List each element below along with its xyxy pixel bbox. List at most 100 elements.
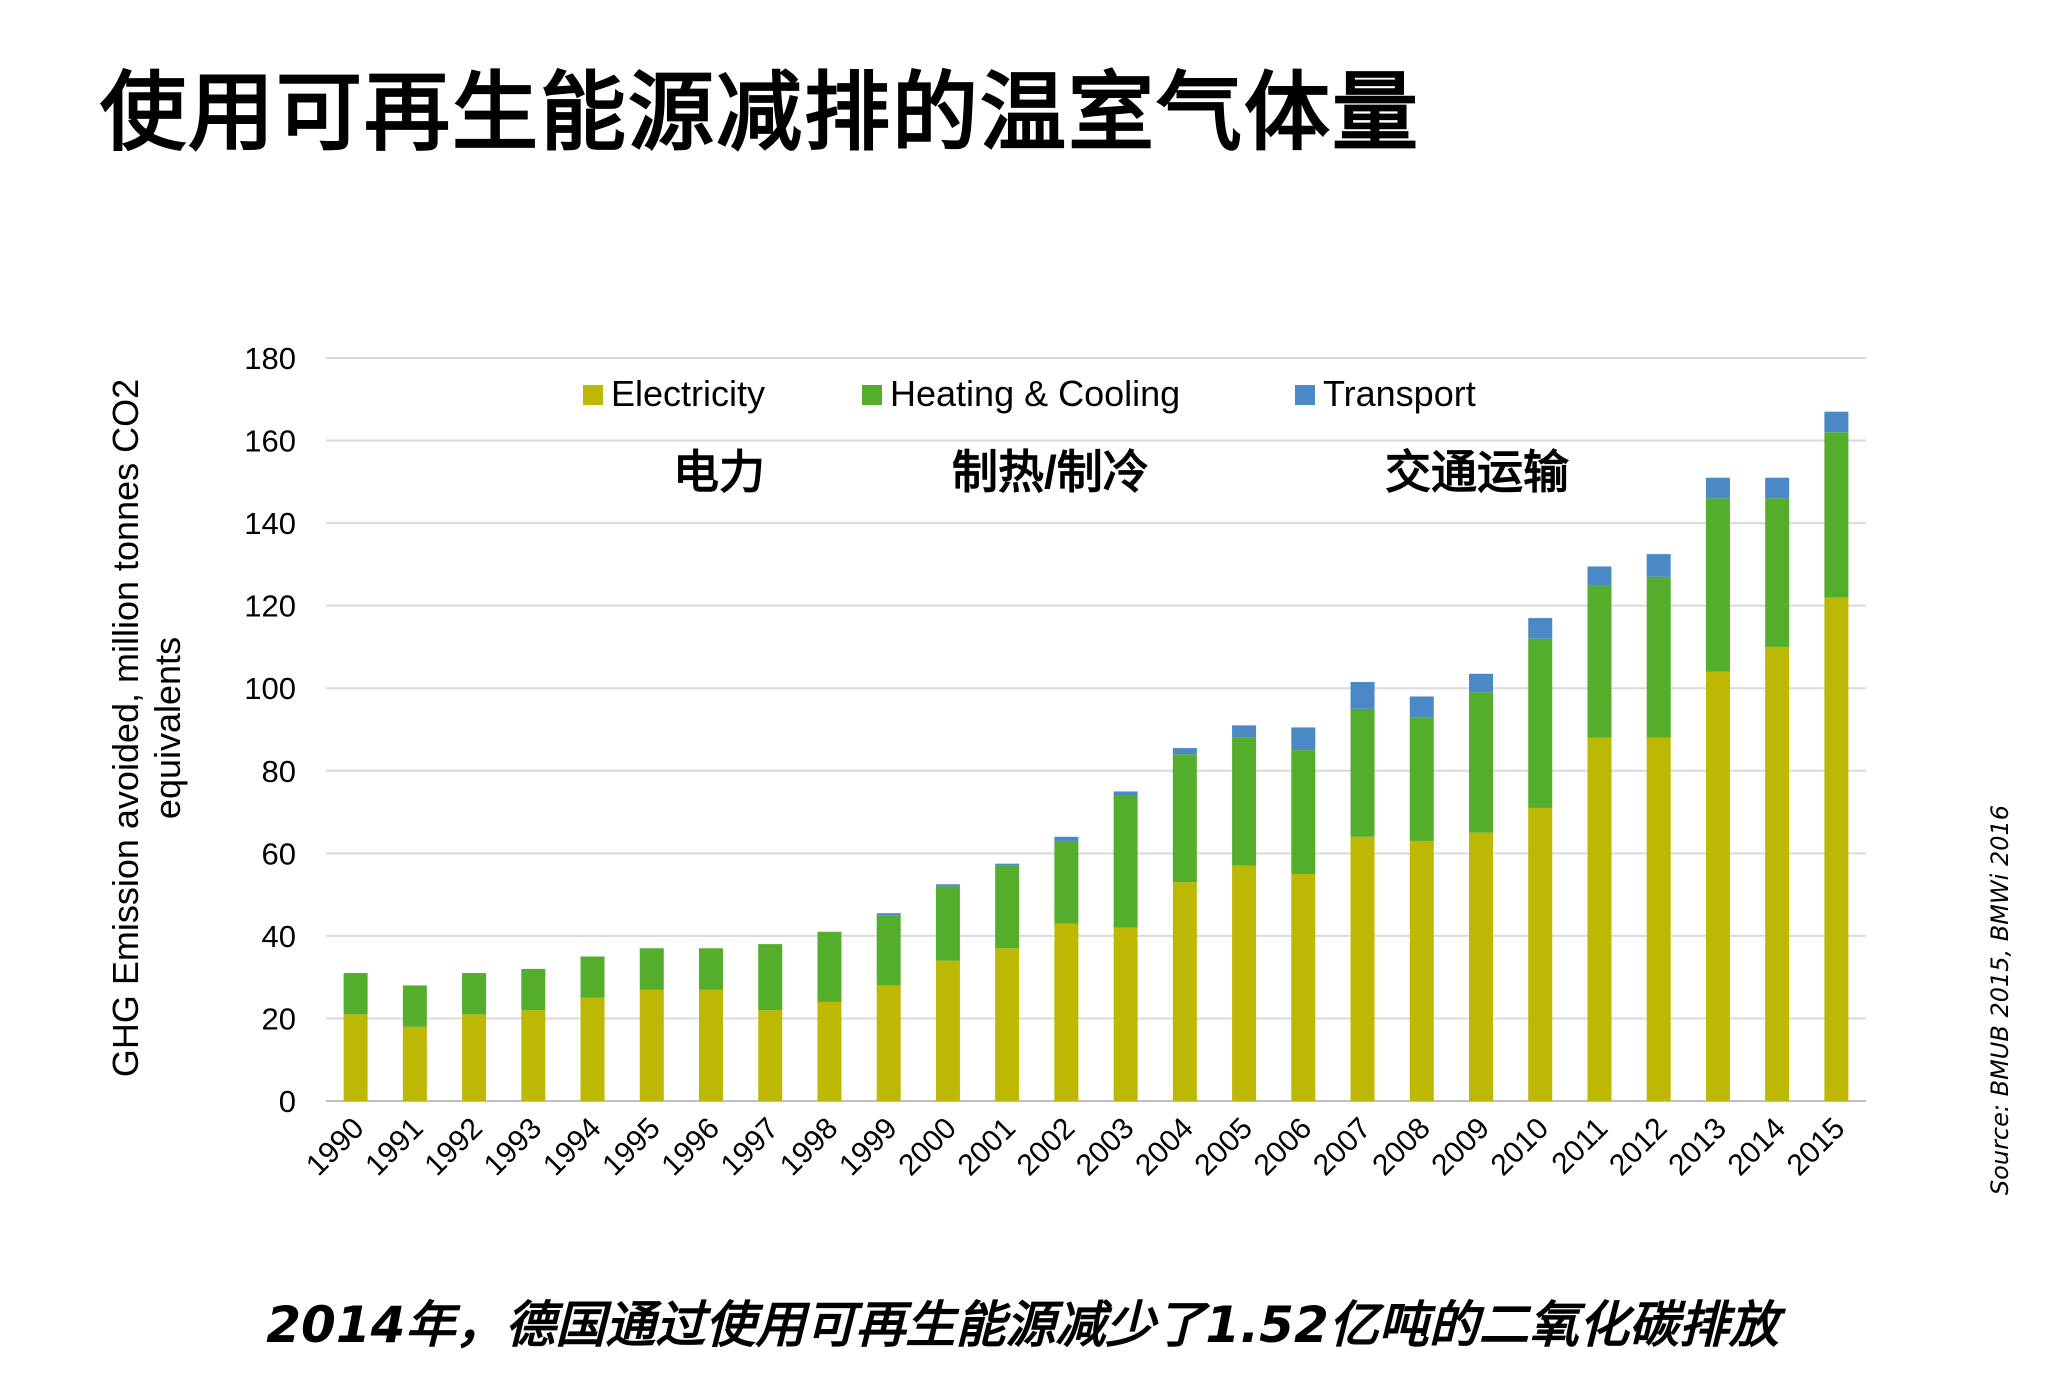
bar-segment (1232, 725, 1257, 738)
bar-segment (1409, 717, 1434, 841)
bar-segment (817, 931, 842, 1002)
bar-segment (462, 1014, 487, 1101)
x-tick-label: 1997 (715, 1112, 786, 1183)
y-tick-label: 180 (244, 341, 296, 376)
x-tick-label: 2001 (952, 1112, 1023, 1183)
bar-segment (343, 1014, 368, 1101)
bar-segment (639, 948, 664, 990)
y-tick-label: 60 (262, 836, 296, 871)
bar-segment (462, 973, 487, 1015)
bar-segment (1765, 646, 1790, 1101)
bar-segment (1528, 618, 1553, 639)
bar-segment (758, 944, 783, 1011)
legend-label: Electricity (611, 373, 765, 414)
bar-segment (1113, 791, 1138, 796)
bar-segment (1469, 832, 1493, 1101)
bar-segment (1528, 807, 1553, 1101)
x-tick-label: 2009 (1425, 1112, 1496, 1183)
x-tick-label: 2002 (1011, 1112, 1082, 1183)
legend-swatch (583, 385, 603, 405)
bar-segment (1528, 638, 1553, 808)
x-tick-label: 1995 (596, 1112, 667, 1183)
page-title: 使用可再生能源减排的温室气体量 (100, 63, 1420, 163)
x-tick-label: 2014 (1722, 1112, 1793, 1183)
y-axis-label: GHG Emission avoided, million tonnes CO2… (105, 379, 188, 1077)
bar-segment (935, 884, 960, 887)
bar-segment (580, 956, 605, 998)
bar-segment (1232, 865, 1257, 1101)
legend-swatch (862, 385, 882, 405)
y-tick-label: 80 (262, 754, 296, 789)
x-tick-label: 2011 (1545, 1112, 1614, 1181)
bar-segment (1350, 682, 1375, 709)
bar-segment (1172, 748, 1197, 755)
bar-segment (876, 915, 901, 986)
bar-segment (1054, 923, 1079, 1101)
bar-segment (995, 865, 1020, 949)
bar-segment (935, 960, 960, 1101)
bars (343, 411, 1849, 1101)
x-tick-label: 1998 (774, 1112, 845, 1183)
bar-segment (935, 886, 960, 961)
y-tick-label: 0 (279, 1084, 296, 1119)
x-tick-label: 2000 (892, 1112, 963, 1183)
bar-segment (1824, 432, 1849, 598)
bar-segment (699, 948, 723, 990)
x-tick-label: 2004 (1129, 1112, 1200, 1183)
y-tick-label: 160 (244, 424, 296, 459)
bar-segment (639, 989, 664, 1101)
y-tick-label: 140 (244, 506, 296, 541)
bar-segment (343, 973, 368, 1015)
bar-segment (1587, 737, 1612, 1101)
bar-segment (1291, 750, 1316, 874)
x-tick-label: 2007 (1307, 1112, 1378, 1183)
bar-segment (402, 1026, 427, 1101)
legend-label-zh: 交通运输 (1385, 446, 1570, 498)
bar-segment (1172, 754, 1197, 883)
legend-swatch (1295, 385, 1315, 405)
bar-segment (699, 989, 723, 1101)
x-tick-label: 1990 (300, 1112, 371, 1183)
bar-segment (1172, 882, 1197, 1101)
footnote: 2014年，德国通过使用可再生能源减少了1.52亿吨的二氧化碳排放 (266, 1296, 1779, 1354)
bar-segment (1469, 692, 1493, 833)
bar-segment (876, 985, 901, 1101)
x-tick-label: 2010 (1485, 1112, 1556, 1183)
x-tick-label: 1991 (359, 1112, 430, 1183)
bar-segment (1587, 566, 1612, 586)
x-tick-label: 2006 (1248, 1112, 1319, 1183)
x-tick-label: 1999 (833, 1112, 904, 1183)
x-tick-label: 1993 (478, 1112, 549, 1183)
bar-segment (1646, 737, 1671, 1101)
bar-segment (1765, 477, 1790, 499)
legend-label: Transport (1323, 373, 1476, 414)
bar-segment (1350, 836, 1375, 1101)
x-tick-label: 2015 (1781, 1112, 1852, 1183)
bar-segment (1409, 696, 1434, 718)
bar-segment (1824, 597, 1849, 1101)
bar-segment (1113, 795, 1138, 928)
x-tick-label: 2008 (1366, 1112, 1437, 1183)
x-tick-label: 2013 (1662, 1112, 1733, 1183)
y-tick-label: 100 (244, 671, 296, 706)
x-tick-labels: 1990199119921993199419951996199719981999… (300, 1112, 1851, 1183)
bar-segment (521, 968, 546, 1011)
bar-segment (1409, 840, 1434, 1101)
bar-segment (1054, 836, 1079, 841)
bar-segment (1824, 411, 1849, 433)
source-note: Source: BMUB 2015, BMWi 2016 (1986, 804, 2014, 1196)
bar-segment (758, 1010, 783, 1101)
legend-label-zh: 电力 (673, 446, 765, 498)
bar-segment (1291, 727, 1316, 751)
y-tick-label: 40 (262, 919, 296, 954)
bar-segment (1054, 840, 1079, 924)
bar-segment (521, 1010, 546, 1101)
bar-segment (1646, 554, 1671, 577)
legend-label-zh: 制热/制冷 (952, 446, 1149, 498)
x-tick-label: 1994 (537, 1112, 608, 1183)
bar-segment (1232, 737, 1257, 866)
bar-segment (1113, 927, 1138, 1101)
x-tick-label: 2012 (1603, 1112, 1674, 1183)
bar-segment (1469, 673, 1493, 693)
